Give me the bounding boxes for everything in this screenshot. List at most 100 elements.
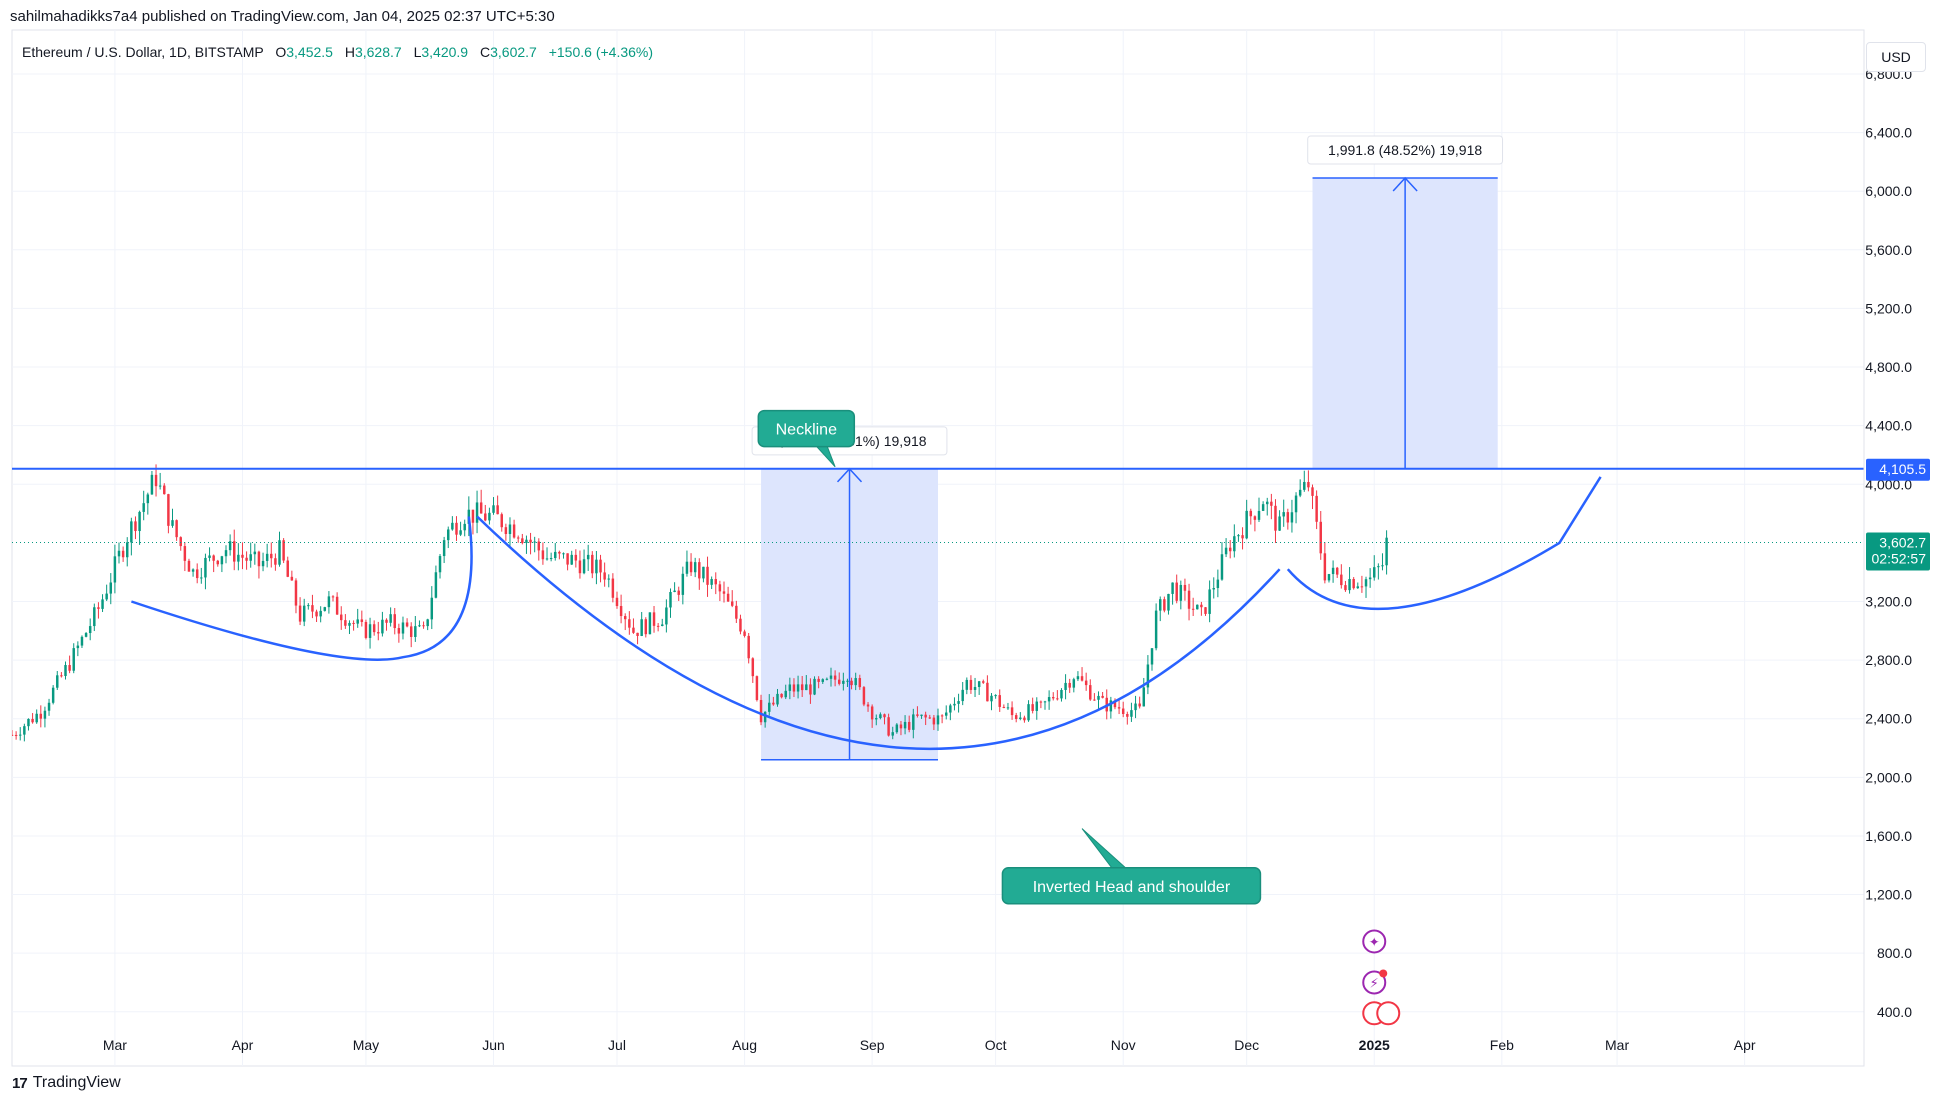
candle-body xyxy=(105,593,108,600)
candle-body xyxy=(714,579,717,585)
candle-body xyxy=(158,485,162,487)
open-label: O xyxy=(275,44,287,60)
candle-body xyxy=(586,554,590,560)
candle-body xyxy=(237,554,240,562)
y-tick-label: 3,200.0 xyxy=(1865,593,1912,609)
y-tick-label: 6,000.0 xyxy=(1865,183,1912,199)
last-price-tag-text: 02:52:57 xyxy=(1872,550,1927,566)
candle-body xyxy=(879,714,882,719)
candle-body xyxy=(521,538,524,544)
candle-body xyxy=(628,619,631,628)
candle-body xyxy=(574,554,578,561)
candle-body xyxy=(611,578,615,598)
candle-body xyxy=(1113,700,1117,708)
candle-body xyxy=(187,560,191,572)
candle-body xyxy=(883,714,886,718)
candle-body xyxy=(739,618,742,632)
candle-body xyxy=(1381,565,1384,567)
candle-body xyxy=(895,724,899,733)
candle-body xyxy=(261,560,265,567)
candle-body xyxy=(311,605,314,612)
candle-body xyxy=(43,710,47,719)
candle-body xyxy=(1286,512,1290,523)
candle-body xyxy=(693,562,697,573)
time-axis[interactable]: Mar Apr May Jun Jul Aug Sep Oct Nov Dec 2025 Feb Mar… xyxy=(103,1037,1756,1053)
candle-body xyxy=(138,511,141,532)
candle-body xyxy=(134,521,137,532)
candle-body xyxy=(1385,537,1388,566)
candle-body xyxy=(1130,710,1133,717)
candle-body xyxy=(545,558,549,560)
candle-body xyxy=(842,680,845,684)
candle-body xyxy=(1282,512,1285,517)
candle-body xyxy=(525,539,528,544)
tradingview-brand[interactable]: 17 TradingView xyxy=(12,1074,121,1092)
currency-button[interactable]: USD xyxy=(1866,42,1926,72)
candle-body xyxy=(286,560,289,577)
candle-body xyxy=(208,555,211,558)
price-axis[interactable]: 400.0 800.0 1,200.0 1,600.0 2,000.0 2,400.0 2,… xyxy=(1863,30,1930,1066)
candle-body xyxy=(1084,680,1088,686)
candle-body xyxy=(805,684,808,691)
candle-body xyxy=(1204,607,1207,614)
candle-body xyxy=(718,584,722,592)
candle-body xyxy=(23,726,26,735)
candle-body xyxy=(1002,706,1006,708)
candle-body xyxy=(471,509,475,523)
candle-body xyxy=(1208,589,1211,614)
candle-body xyxy=(796,684,800,692)
candle-body xyxy=(944,712,948,716)
candle-body xyxy=(920,714,923,716)
event-icons[interactable]: ✦⚡ xyxy=(1362,929,1401,1026)
candle-body xyxy=(977,681,981,687)
candle-body xyxy=(204,557,207,578)
candle-body xyxy=(541,550,545,560)
candle-body xyxy=(18,734,22,736)
candle-body xyxy=(224,550,228,557)
candle-body xyxy=(969,679,973,690)
candle-body xyxy=(965,679,969,690)
candle-body xyxy=(1311,487,1314,496)
candle-body xyxy=(1006,707,1010,709)
candle-body xyxy=(175,520,178,538)
candle-body xyxy=(1290,512,1294,523)
candle-body xyxy=(451,522,454,530)
candle-body xyxy=(1294,495,1298,513)
candle-body xyxy=(982,681,985,683)
candle-body xyxy=(607,578,610,580)
candle-body xyxy=(496,505,499,515)
candle-body xyxy=(1274,505,1277,531)
candle-body xyxy=(274,558,277,565)
candle-body xyxy=(195,569,199,579)
candle-body xyxy=(735,605,738,619)
candle-body xyxy=(1241,535,1244,539)
neckline-price-tag-text: 4,105.5 xyxy=(1879,461,1926,477)
x-tick-label: Aug xyxy=(732,1037,757,1053)
candle-body xyxy=(1047,697,1051,702)
candle-body xyxy=(656,625,660,627)
candle-body xyxy=(298,605,302,622)
candle-body xyxy=(1364,579,1368,587)
candle-body xyxy=(1224,547,1228,555)
candle-body xyxy=(570,554,573,565)
candle-body xyxy=(1253,516,1257,520)
candle-body xyxy=(1072,679,1076,688)
candle-body xyxy=(265,553,269,561)
lightning-icon xyxy=(1362,970,1387,995)
candle-body xyxy=(866,704,870,707)
candle-body xyxy=(278,540,281,565)
candle-body xyxy=(623,616,627,620)
symbol-legend: Ethereum / U.S. Dollar, 1D, BITSTAMP O3,… xyxy=(22,44,653,60)
candle-body xyxy=(1154,610,1158,649)
candle-body xyxy=(14,734,18,736)
candle-body xyxy=(60,675,63,677)
low-label: L xyxy=(413,44,422,60)
candle-body xyxy=(171,520,174,526)
pattern-drawings[interactable] xyxy=(12,467,1864,750)
candle-body xyxy=(430,597,434,620)
candle-body xyxy=(1146,664,1150,688)
y-tick-label: 1,200.0 xyxy=(1865,887,1912,903)
candle-body xyxy=(928,717,932,719)
